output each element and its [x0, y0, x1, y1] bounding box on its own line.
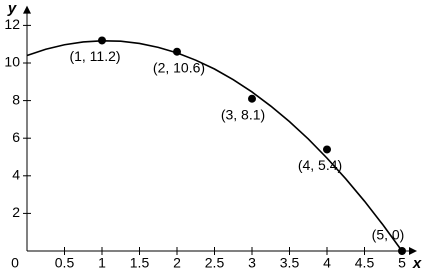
point-label: (2, 10.6) [153, 59, 205, 75]
x-tick-label: 3 [248, 255, 256, 271]
x-tick-label: 2.5 [205, 255, 225, 271]
x-tick-label: 5 [398, 255, 406, 271]
x-axis-arrow [409, 247, 417, 255]
y-tick-label: 10 [4, 54, 20, 70]
x-tick-label: 4 [323, 255, 331, 271]
x-axis-label: x [412, 255, 422, 272]
point-label: (5, 0) [372, 227, 405, 243]
y-tick-label: 4 [12, 167, 20, 183]
data-point [323, 145, 331, 154]
point-label: (1, 11.2) [69, 48, 120, 64]
y-tick-label: 8 [12, 91, 20, 107]
y-axis-arrow [23, 5, 31, 14]
fitted-curve [26, 40, 403, 252]
x-tick-label: 4.5 [355, 255, 375, 271]
x-tick-label: 3.5 [280, 255, 300, 271]
x-tick-label: 0 [11, 255, 19, 271]
data-point [248, 94, 256, 103]
x-tick-label: 1 [98, 255, 106, 271]
y-tick-label: 2 [12, 204, 20, 220]
x-tick-label: 0.5 [55, 255, 75, 271]
y-axis-label: y [7, 0, 17, 17]
y-tick-label: 6 [12, 129, 20, 145]
point-label: (3, 8.1) [221, 106, 265, 122]
x-tick-label: 1.5 [130, 255, 150, 271]
y-tick-label: 12 [4, 16, 20, 32]
point-label: (4, 5.4) [298, 157, 342, 173]
x-tick-label: 2 [173, 255, 181, 271]
